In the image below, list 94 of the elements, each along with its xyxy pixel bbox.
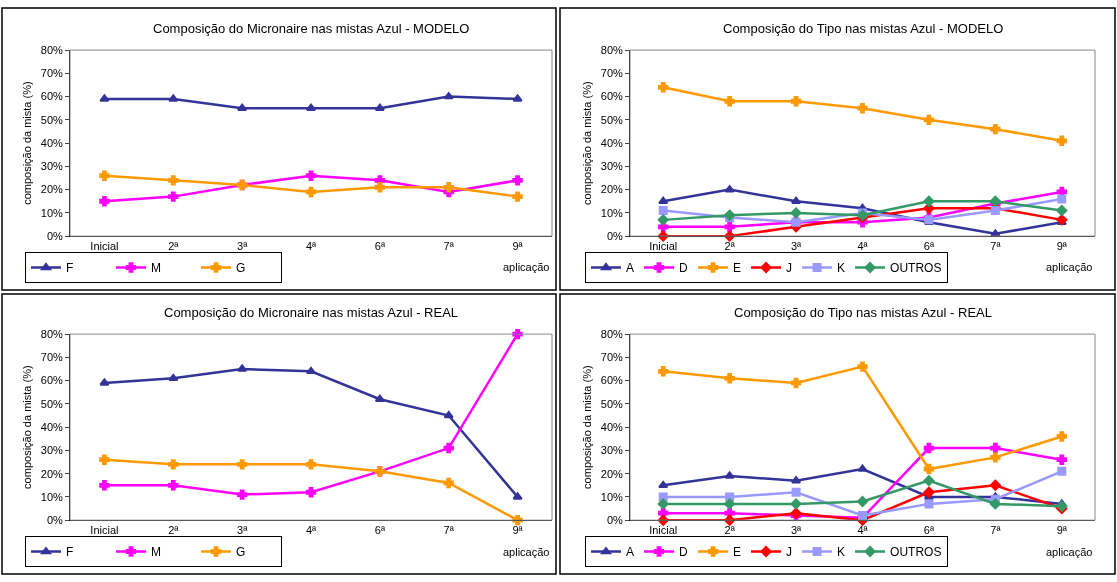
x-tick-label: 2ª — [724, 240, 736, 253]
x-tick-label: 3ª — [790, 524, 803, 537]
y-tick-label: 70% — [40, 351, 63, 364]
y-tick-label: 50% — [40, 113, 63, 126]
x-tick-label: 6ª — [923, 524, 935, 537]
chart-title: Composição do Tipo nas mistas Azul - MODELO — [723, 21, 1004, 36]
y-tick-label: 10% — [40, 490, 63, 503]
x-tick-label: 6ª — [374, 240, 386, 253]
y-tick-label: 30% — [40, 444, 63, 457]
y-tick-label: 0% — [606, 514, 624, 527]
y-tick-label: 70% — [40, 67, 63, 80]
x-tick-label: Inicial — [90, 240, 119, 253]
x-tick-label: 3ª — [790, 240, 803, 253]
y-tick-label: 30% — [600, 160, 623, 173]
x-tick-label: 2ª — [168, 240, 180, 253]
y-tick-label: 80% — [600, 327, 623, 340]
x-tick-label: 2ª — [724, 524, 736, 537]
legend-label: J — [786, 545, 793, 560]
x-tick-label: 4ª — [857, 524, 869, 537]
y-tick-label: 60% — [40, 374, 63, 387]
x-tick-label: 7ª — [443, 524, 455, 537]
legend-label: D — [679, 545, 689, 560]
x-tick-label: 4ª — [305, 524, 318, 537]
legend-label: F — [66, 545, 74, 560]
y-tick-label: 20% — [600, 183, 623, 196]
x-tick-label: 9ª — [1056, 240, 1068, 253]
legend-label: D — [679, 261, 689, 276]
x-tick-label: 7ª — [443, 240, 455, 253]
y-tick-label: 40% — [40, 136, 63, 149]
x-tick-label: 4ª — [857, 240, 869, 253]
y-tick-label: 80% — [40, 43, 63, 56]
y-tick-label: 70% — [600, 67, 623, 80]
y-tick-label: 30% — [40, 160, 63, 173]
y-tick-label: 50% — [600, 113, 623, 126]
x-tick-label: Inicial — [649, 240, 678, 253]
y-tick-label: 20% — [40, 183, 63, 196]
y-tick-label: 50% — [600, 397, 623, 410]
x-tick-label: 3ª — [237, 524, 249, 537]
chart-title: Composição do Micronaire nas mistas Azul - REAL — [164, 305, 459, 320]
y-tick-label: 0% — [46, 230, 64, 242]
y-tick-label: 20% — [40, 467, 63, 480]
y-tick-label: 70% — [600, 351, 623, 364]
x-axis-title: aplicação — [503, 261, 550, 273]
x-tick-label: 2ª — [168, 524, 180, 537]
legend-label: F — [66, 261, 74, 276]
x-tick-label: Inicial — [90, 524, 119, 537]
y-tick-label: 40% — [40, 420, 63, 433]
x-tick-label: 7ª — [990, 524, 1002, 537]
legend-label: K — [837, 261, 846, 276]
y-tick-label: 40% — [600, 136, 623, 149]
y-tick-label: 10% — [600, 206, 623, 219]
y-tick-label: 80% — [40, 327, 63, 340]
y-axis-title: composição da mista (%) — [581, 81, 594, 205]
chart-title: Composição do Tipo nas mistas Azul - REAL — [734, 305, 992, 320]
x-tick-label: 3ª — [237, 240, 249, 253]
legend-label: E — [733, 261, 742, 276]
legend-label: A — [626, 545, 635, 560]
y-axis-title: composição da mista (%) — [581, 365, 594, 489]
y-tick-label: 60% — [600, 374, 623, 387]
legend-label: OUTROS — [890, 545, 942, 560]
legend-label: A — [626, 261, 635, 276]
legend-label: OUTROS — [890, 261, 942, 276]
y-tick-label: 30% — [600, 444, 623, 457]
x-tick-label: 7ª — [990, 240, 1002, 253]
y-tick-label: 0% — [46, 514, 64, 527]
y-tick-label: 10% — [600, 490, 623, 503]
y-tick-label: 0% — [606, 230, 624, 242]
y-tick-label: 50% — [40, 397, 63, 410]
y-tick-label: 10% — [40, 206, 63, 219]
legend-label: M — [151, 261, 161, 276]
y-tick-label: 60% — [600, 90, 623, 103]
x-tick-label: Inicial — [649, 524, 678, 537]
x-tick-label: 9ª — [1056, 524, 1068, 537]
x-tick-label: 9ª — [512, 524, 524, 537]
x-tick-label: 6ª — [374, 524, 386, 537]
y-tick-label: 60% — [40, 90, 63, 103]
x-tick-label: 4ª — [305, 240, 318, 253]
y-axis-title: composição da mista (%) — [21, 365, 34, 489]
legend-label: K — [837, 545, 846, 560]
legend-label: G — [236, 545, 246, 560]
legend-label: E — [733, 545, 742, 560]
x-tick-label: 9ª — [512, 240, 524, 253]
x-axis-title: aplicação — [1046, 261, 1093, 273]
legend-label: J — [786, 261, 793, 276]
y-tick-label: 80% — [600, 43, 623, 56]
y-tick-label: 20% — [600, 467, 623, 480]
x-axis-title: aplicação — [1046, 546, 1093, 558]
y-tick-label: 40% — [600, 420, 623, 433]
legend-label: G — [236, 261, 246, 276]
chart-title: Composição do Micronaire nas mistas Azul - MODELO — [153, 21, 470, 36]
legend-label: M — [151, 545, 161, 560]
x-axis-title: aplicação — [503, 546, 550, 558]
x-tick-label: 6ª — [923, 240, 935, 253]
y-axis-title: composição da mista (%) — [21, 81, 34, 205]
